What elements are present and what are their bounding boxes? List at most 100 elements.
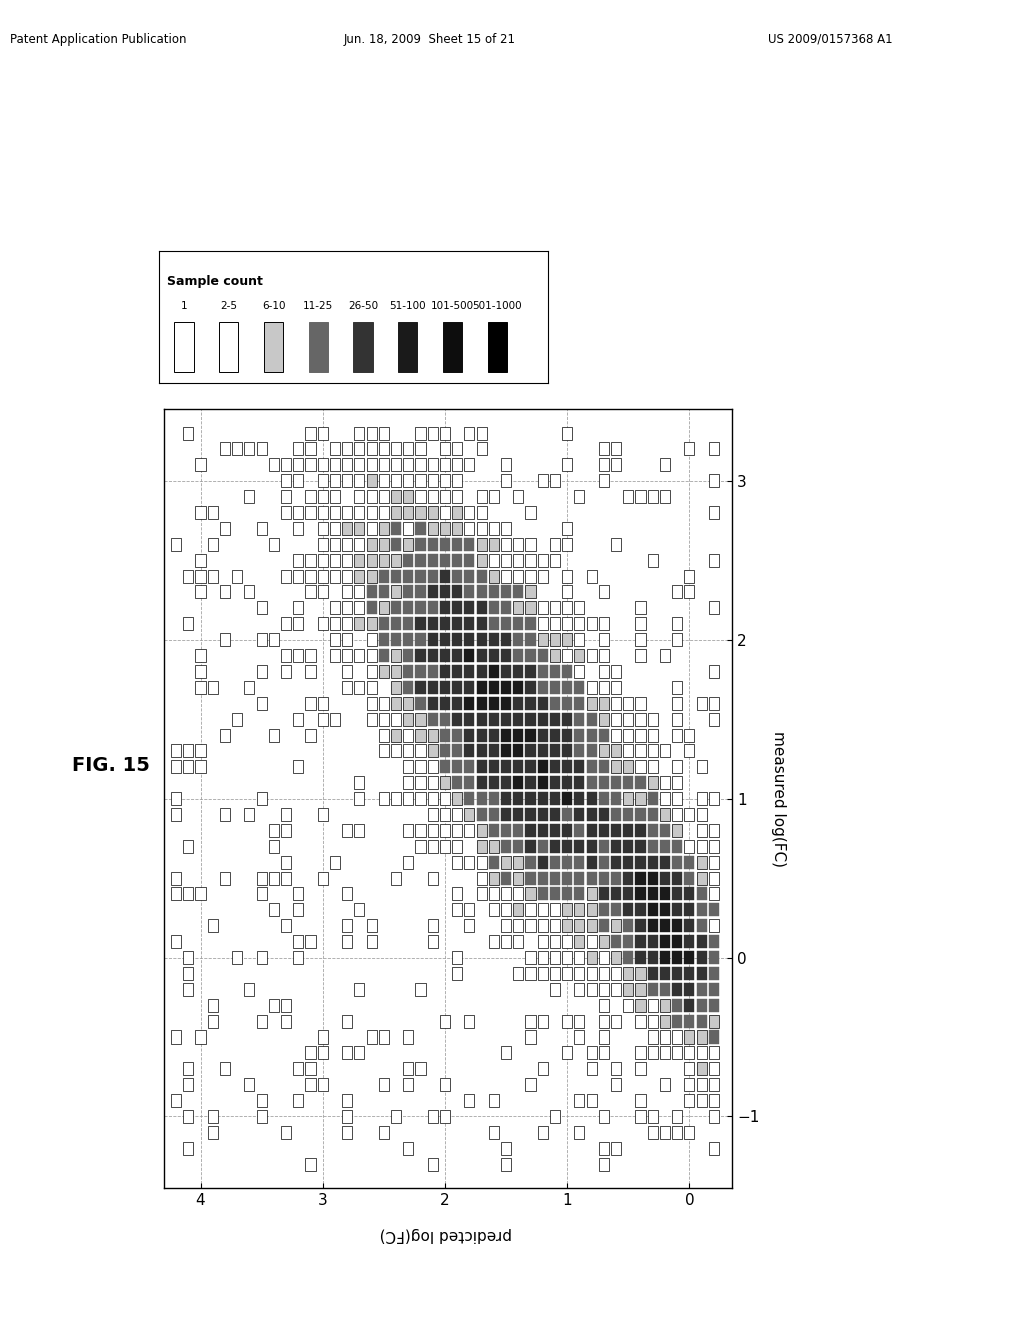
Bar (501, 887, 511, 900)
Bar (367, 490, 377, 503)
Bar (672, 634, 682, 647)
Bar (648, 887, 657, 900)
Bar (367, 442, 377, 455)
Bar (562, 569, 572, 582)
Bar (354, 442, 365, 455)
Bar (574, 713, 585, 726)
Bar (587, 887, 597, 900)
Bar (648, 855, 657, 869)
Bar (513, 968, 523, 979)
Bar (636, 776, 645, 789)
Bar (354, 586, 365, 598)
Bar (488, 729, 499, 742)
Bar (672, 1031, 682, 1044)
Bar (648, 553, 657, 566)
Bar (501, 537, 511, 550)
Bar (562, 713, 572, 726)
Bar (659, 999, 670, 1011)
Bar (587, 744, 597, 758)
Bar (672, 887, 682, 900)
Bar (501, 649, 511, 663)
Bar (476, 569, 486, 582)
Bar (599, 999, 609, 1011)
Bar (464, 855, 474, 869)
Bar (636, 602, 645, 614)
Bar (550, 950, 560, 964)
Bar (220, 1063, 230, 1076)
Bar (264, 322, 284, 372)
Bar (391, 506, 401, 519)
Bar (611, 744, 622, 758)
Bar (525, 586, 536, 598)
Bar (440, 490, 450, 503)
Bar (379, 458, 389, 471)
Bar (672, 1126, 682, 1139)
Bar (636, 729, 645, 742)
Bar (550, 808, 560, 821)
Bar (538, 569, 548, 582)
Bar (440, 808, 450, 821)
Bar (232, 713, 243, 726)
Bar (513, 919, 523, 932)
Bar (183, 760, 194, 774)
Bar (574, 935, 585, 948)
Bar (672, 1110, 682, 1123)
Bar (453, 697, 462, 710)
Bar (403, 1078, 414, 1092)
Bar (501, 634, 511, 647)
Bar (587, 1047, 597, 1060)
Bar (305, 1158, 315, 1171)
Bar (403, 618, 414, 630)
Bar (208, 919, 218, 932)
Bar (501, 602, 511, 614)
Bar (696, 760, 707, 774)
Bar (659, 935, 670, 948)
Bar (562, 776, 572, 789)
Bar (453, 586, 462, 598)
Bar (672, 760, 682, 774)
Bar (281, 919, 291, 932)
Bar (599, 1015, 609, 1028)
Bar (453, 840, 462, 853)
Bar (220, 442, 230, 455)
Bar (562, 871, 572, 884)
Bar (513, 490, 523, 503)
Bar (525, 919, 536, 932)
Bar (599, 871, 609, 884)
Bar (525, 776, 536, 789)
Bar (293, 553, 303, 566)
Bar (525, 1015, 536, 1028)
Bar (488, 1094, 499, 1107)
Bar (684, 919, 694, 932)
Bar (196, 1031, 206, 1044)
Bar (391, 634, 401, 647)
Bar (696, 1078, 707, 1092)
Bar (391, 792, 401, 805)
Bar (562, 808, 572, 821)
Bar (208, 1126, 218, 1139)
Bar (538, 744, 548, 758)
Bar (659, 776, 670, 789)
Bar (464, 634, 474, 647)
Bar (709, 1015, 719, 1028)
Bar (538, 855, 548, 869)
Bar (659, 824, 670, 837)
Bar (428, 760, 437, 774)
Bar (501, 569, 511, 582)
Bar (269, 458, 279, 471)
Bar (538, 602, 548, 614)
Bar (464, 458, 474, 471)
Bar (599, 1158, 609, 1171)
Bar (354, 506, 365, 519)
Bar (538, 919, 548, 932)
Bar (245, 681, 254, 694)
Bar (317, 537, 328, 550)
Bar (684, 1015, 694, 1028)
Bar (684, 808, 694, 821)
Bar (403, 760, 414, 774)
Bar (672, 903, 682, 916)
Bar (208, 506, 218, 519)
Bar (611, 1142, 622, 1155)
Bar (501, 665, 511, 678)
Bar (684, 729, 694, 742)
